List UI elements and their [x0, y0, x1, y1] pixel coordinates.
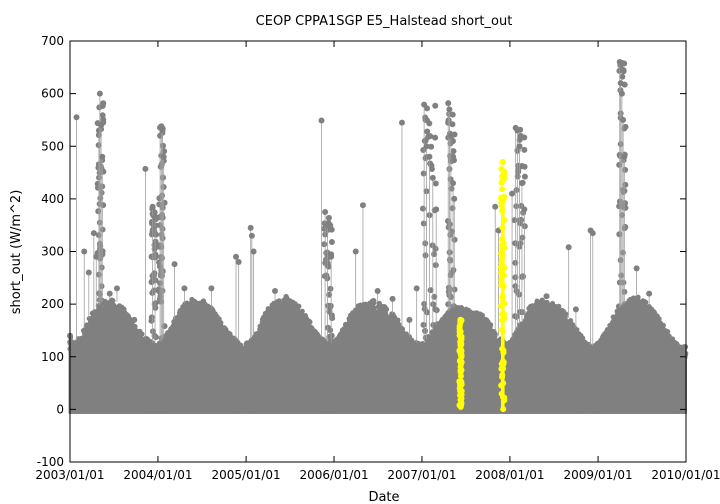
data-point	[574, 327, 580, 333]
data-point	[395, 317, 401, 323]
data-point	[299, 308, 305, 314]
data-point	[665, 329, 671, 335]
data-point	[488, 322, 494, 328]
data-point	[459, 306, 465, 312]
data-point	[383, 306, 390, 312]
data-point	[307, 319, 313, 325]
main-series-layer	[67, 59, 689, 414]
data-point	[296, 303, 302, 309]
data-point	[563, 311, 569, 317]
data-point	[643, 299, 649, 305]
data-point	[110, 298, 116, 304]
data-point	[371, 300, 377, 306]
data-point	[276, 298, 282, 304]
data-point	[479, 312, 486, 319]
data-point	[556, 303, 562, 309]
data-point	[132, 323, 138, 330]
data-point	[568, 317, 574, 324]
data-point	[656, 316, 662, 322]
data-point	[492, 331, 498, 337]
data-point	[660, 322, 666, 328]
data-point	[580, 335, 586, 341]
data-point	[139, 331, 145, 337]
